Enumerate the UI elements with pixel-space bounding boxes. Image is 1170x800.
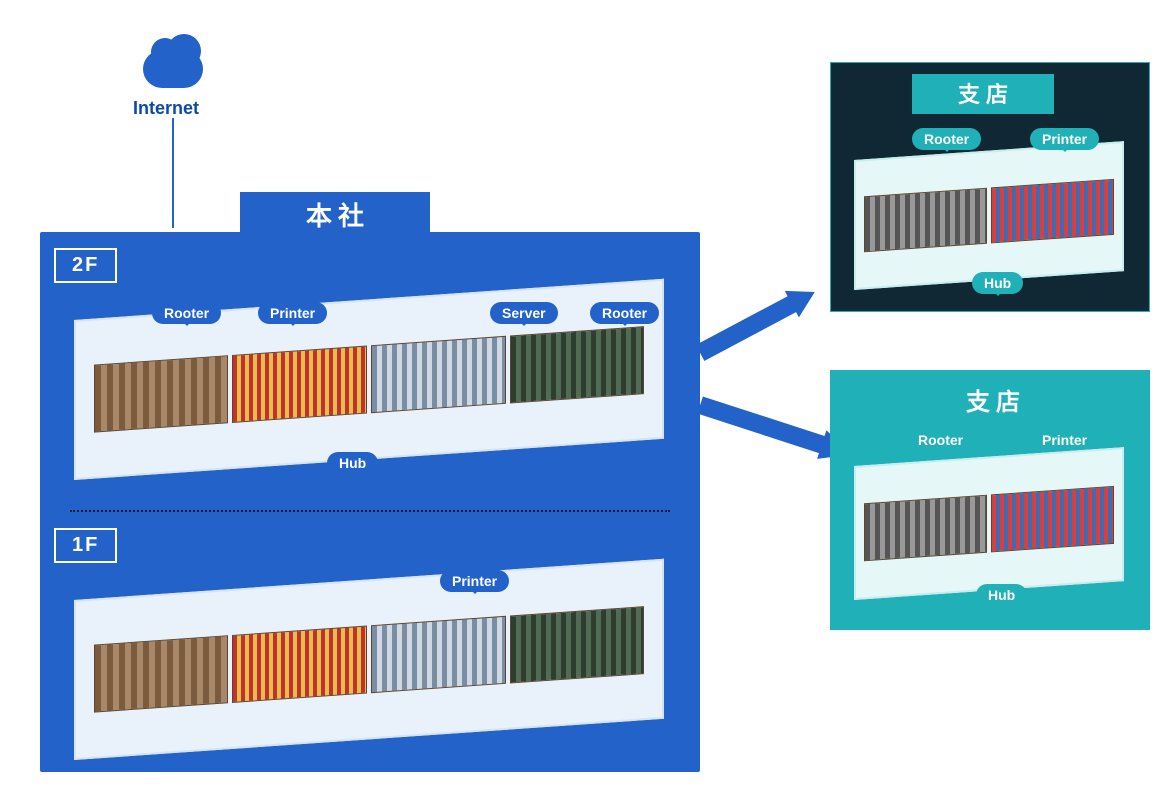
device-bubble: Rooter [590, 302, 659, 324]
device-label: Rooter [918, 432, 963, 448]
internet-cloud-icon [143, 50, 203, 88]
branch2-floor [854, 466, 1124, 600]
branch-title-2: 支店 [966, 382, 1026, 417]
device-bubble: Rooter [152, 302, 221, 324]
device-bubble: Printer [440, 570, 509, 592]
device-bubble: Hub [972, 272, 1023, 294]
internet-label: Internet [133, 98, 199, 119]
device-bubble: Printer [258, 302, 327, 324]
arrow-hq-to-branch1 [693, 279, 822, 367]
branch-title-1: 支店 [912, 74, 1054, 114]
branch1-floor [854, 160, 1124, 290]
device-bubble: Hub [327, 452, 378, 474]
internet-to-hq-line [172, 118, 174, 228]
device-bubble: Rooter [912, 128, 981, 150]
device-label: Printer [1042, 432, 1087, 448]
hq-1f-floor [74, 600, 664, 760]
device-bubble: Server [490, 302, 558, 324]
device-bubble: Hub [976, 584, 1027, 606]
floor-tag-1f: 1F [54, 528, 117, 563]
floor-tag-2f: 2F [54, 248, 117, 283]
device-bubble: Printer [1030, 128, 1099, 150]
floor-divider [70, 510, 670, 512]
